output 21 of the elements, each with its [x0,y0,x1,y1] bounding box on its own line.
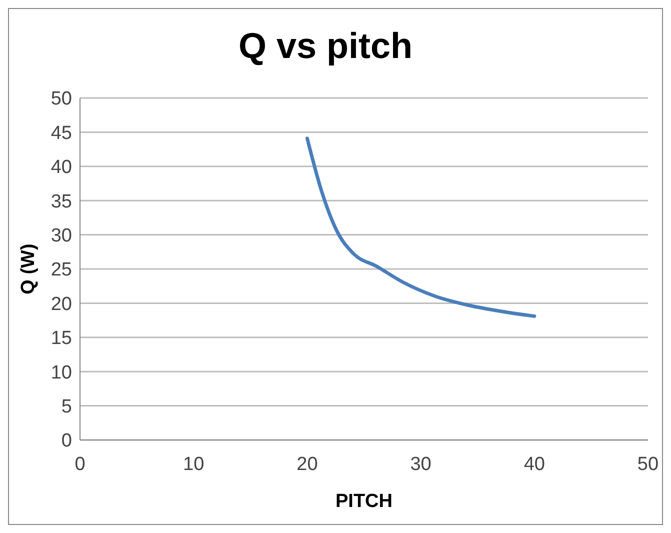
x-tick-label: 20 [296,454,318,475]
line-series [305,136,536,318]
y-tick-label: 10 [50,362,72,384]
y-tick-label: 30 [50,225,72,246]
y-tick-label: 25 [50,260,72,281]
x-tick-label: 50 [637,454,659,475]
y-tick-label: 45 [50,122,72,144]
y-tick-label: 0 [61,430,72,452]
x-tick-label: 30 [410,454,432,475]
y-tick-label: 15 [50,328,72,350]
y-tick-label: 20 [50,294,72,315]
x-tick-label: 40 [524,454,545,475]
y-axis-title: Q (W) [18,244,39,294]
x-tick-label: 10 [183,454,204,475]
y-tick-label: 50 [50,88,72,110]
x-axis-title: PITCH [336,491,392,512]
chart-title: Q vs pitch [238,25,413,66]
y-tick-label: 35 [50,191,72,212]
y-tick-label: 5 [61,396,72,418]
x-tick-label: 0 [74,454,86,475]
y-tick-label: 40 [50,157,72,178]
